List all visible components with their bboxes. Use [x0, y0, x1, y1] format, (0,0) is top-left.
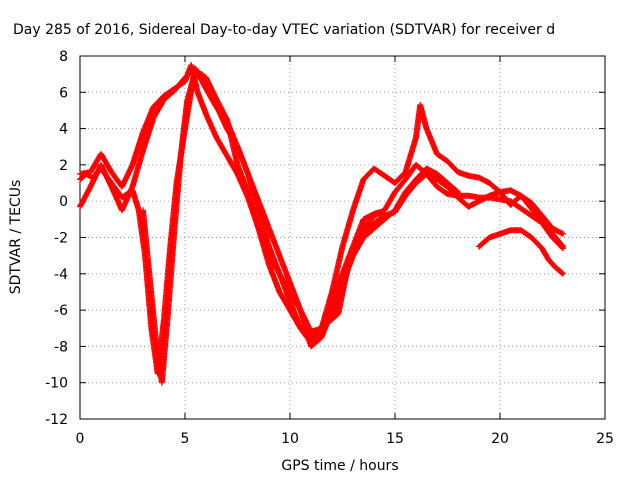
chart-title: Day 285 of 2016, Sidereal Day-to-day VTE…: [13, 22, 555, 38]
x-axis-label: GPS time / hours: [281, 458, 398, 474]
plus-marker: [455, 189, 461, 196]
y-tick-labels: -12 -10 -8 -6 -4 -2 0 2 4 6 8: [45, 49, 68, 428]
plus-marker: [559, 270, 566, 277]
plus-marker: [560, 245, 566, 252]
plus-marker: [560, 230, 566, 237]
plus-marker: [454, 188, 461, 195]
series-track-6: [329, 209, 384, 323]
y-tick-label: 8: [59, 49, 68, 65]
plus-marker: [560, 270, 566, 277]
x-tick-label: 0: [76, 431, 85, 447]
axis-ticks: [79, 55, 606, 420]
x-tick-label: 10: [281, 431, 299, 447]
y-tick-label: -10: [45, 376, 68, 392]
x-tick-label: 5: [181, 431, 190, 447]
y-tick-label: -4: [54, 267, 68, 283]
data-marks: [77, 62, 566, 386]
y-tick-label: 2: [59, 158, 68, 174]
x-tick-label: 25: [596, 431, 614, 447]
x-tick-label: 15: [386, 431, 404, 447]
series-track-5: [476, 227, 566, 277]
y-axis-label: SDTVAR / TECUs: [8, 180, 24, 295]
y-tick-label: 6: [59, 85, 68, 101]
x-tick-label: 20: [491, 431, 509, 447]
series-track-4: [140, 67, 461, 386]
y-tick-label: -6: [54, 303, 68, 319]
y-tick-label: -8: [54, 339, 68, 355]
plus-marker: [559, 244, 566, 251]
y-tick-label: 0: [59, 194, 68, 210]
y-tick-label: -12: [45, 412, 68, 428]
plus-marker: [377, 209, 384, 216]
x-tick-labels: 0 5 10 15 20 25: [76, 431, 614, 447]
y-tick-label: 4: [59, 122, 68, 138]
y-tick-label: -2: [54, 231, 68, 247]
